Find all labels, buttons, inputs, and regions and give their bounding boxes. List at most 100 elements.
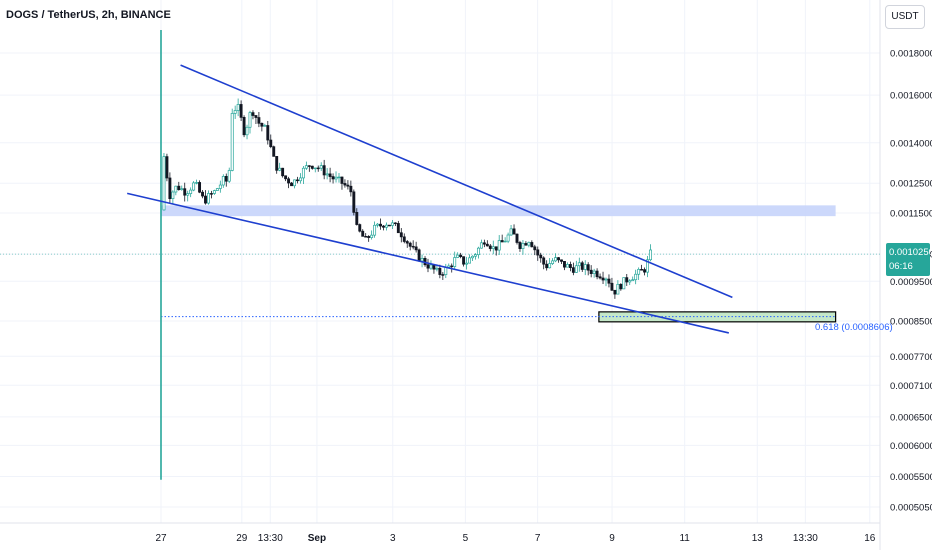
x-tick-label: 27 bbox=[155, 533, 167, 544]
candle-body bbox=[177, 185, 181, 191]
candle-body bbox=[278, 167, 282, 171]
candle-body bbox=[545, 263, 549, 269]
candle-body bbox=[174, 185, 178, 193]
candle-body bbox=[328, 173, 332, 177]
candle-body bbox=[379, 223, 382, 227]
candle-body bbox=[634, 273, 638, 281]
chart-title: DOGS / TetherUS, 2h, BINANCE bbox=[6, 9, 171, 21]
candle-body bbox=[263, 125, 267, 127]
y-tick-label: 0.0011500 bbox=[890, 209, 932, 220]
candle-body bbox=[180, 188, 184, 191]
candle-body bbox=[476, 247, 480, 256]
candle-body bbox=[506, 234, 510, 242]
y-tick-label: 0.0005050 bbox=[890, 502, 932, 513]
y-tick-label: 0.0018000 bbox=[890, 49, 932, 60]
candle-body bbox=[266, 125, 270, 141]
candle-body bbox=[643, 269, 647, 273]
x-tick-label: 13:30 bbox=[793, 533, 818, 544]
candle-body bbox=[254, 115, 258, 118]
candle-body bbox=[290, 182, 293, 187]
candle-body bbox=[435, 267, 439, 270]
candle-body bbox=[563, 261, 566, 268]
x-tick-label: 5 bbox=[463, 533, 469, 544]
candle-body bbox=[293, 179, 296, 187]
candle-body bbox=[393, 222, 397, 225]
y-axis: 0.0018000 0.0016000 0.0014000 0.0012500 0.00… bbox=[890, 49, 932, 514]
candle-body bbox=[420, 258, 424, 262]
x-tick-label: 13 bbox=[752, 533, 764, 544]
candle-body bbox=[441, 274, 445, 276]
candle-body bbox=[565, 264, 569, 268]
x-tick-label: 29 bbox=[236, 533, 248, 544]
candle-body bbox=[521, 243, 525, 249]
candle-body bbox=[390, 222, 394, 226]
candle-body bbox=[592, 270, 596, 274]
candle-body bbox=[536, 249, 540, 256]
candle-body bbox=[370, 234, 374, 238]
candle-body bbox=[346, 184, 350, 187]
candle-body bbox=[343, 183, 347, 186]
candle-body bbox=[307, 165, 311, 167]
candle-body bbox=[601, 277, 605, 281]
candle-body bbox=[619, 283, 623, 290]
candle-body bbox=[512, 228, 516, 235]
y-tick-label: 0.0014000 bbox=[890, 138, 932, 149]
candle-body bbox=[233, 110, 237, 114]
candle-body bbox=[533, 246, 537, 251]
candle-body bbox=[373, 224, 377, 236]
lines bbox=[126, 64, 733, 334]
candle-body bbox=[242, 117, 246, 136]
candle-body bbox=[201, 191, 204, 197]
resistance-zone bbox=[161, 205, 836, 217]
candle-body bbox=[604, 278, 608, 281]
candle-body bbox=[524, 243, 528, 246]
x-tick-label: 16 bbox=[864, 533, 876, 544]
candle-body bbox=[331, 176, 335, 180]
x-tick-label: 9 bbox=[609, 533, 615, 544]
candle-body bbox=[491, 246, 495, 249]
candles bbox=[160, 29, 652, 480]
y-tick-label: 0.0016000 bbox=[890, 91, 932, 102]
candle-body bbox=[355, 212, 359, 225]
candle-body bbox=[485, 243, 489, 247]
candle-body bbox=[411, 245, 415, 248]
candle-body bbox=[385, 224, 388, 228]
candle-body bbox=[649, 249, 652, 261]
x-tick-label: Sep bbox=[308, 533, 326, 544]
candle-body bbox=[162, 156, 166, 211]
candle-body bbox=[245, 126, 249, 136]
candle-body bbox=[402, 236, 406, 242]
candle-body bbox=[399, 232, 403, 238]
candle-body bbox=[387, 224, 391, 227]
candle-body bbox=[568, 264, 572, 269]
candle-body bbox=[468, 257, 471, 264]
x-tick-label: 13:30 bbox=[258, 533, 283, 544]
candle-body bbox=[204, 195, 207, 204]
candle-body bbox=[313, 167, 317, 170]
candle-body bbox=[607, 278, 611, 284]
candle-body bbox=[554, 257, 558, 262]
candle-body bbox=[571, 267, 575, 273]
candle-body bbox=[405, 241, 409, 244]
candle-body bbox=[459, 254, 463, 258]
candle-body bbox=[637, 269, 641, 275]
candle-body bbox=[236, 104, 240, 111]
candle-body bbox=[168, 177, 172, 199]
candle-body bbox=[444, 266, 448, 275]
candle-body bbox=[465, 262, 469, 265]
candle-body bbox=[438, 267, 442, 275]
candle-body bbox=[414, 246, 418, 251]
candle-body bbox=[212, 190, 216, 194]
candle-body bbox=[646, 259, 649, 273]
currency-button[interactable]: USDT bbox=[885, 5, 925, 29]
candle-body bbox=[631, 279, 635, 282]
candle-body bbox=[301, 167, 305, 179]
last-price-value: 0.0010250 bbox=[889, 247, 932, 258]
candle-body bbox=[527, 242, 531, 246]
candle-body bbox=[616, 283, 620, 295]
upper-trendline bbox=[180, 64, 733, 299]
candle-body bbox=[224, 176, 228, 182]
candle-body bbox=[361, 230, 365, 237]
candle-body bbox=[325, 173, 329, 176]
candle-body bbox=[186, 193, 190, 196]
